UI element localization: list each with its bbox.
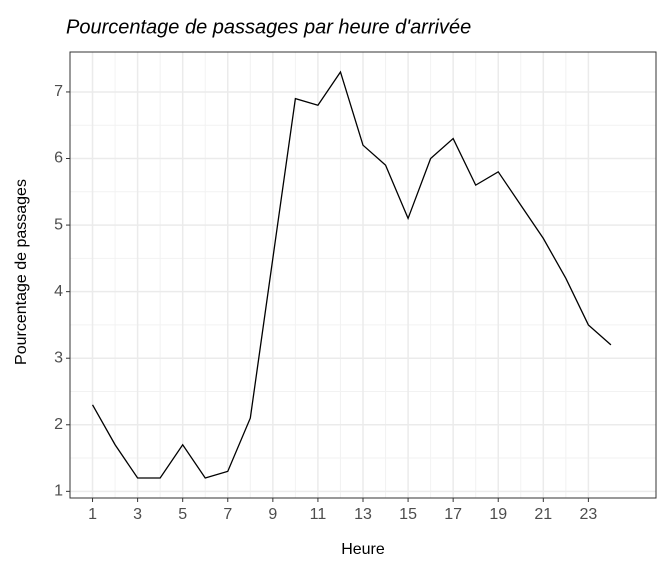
- chart-title: Pourcentage de passages par heure d'arri…: [66, 16, 471, 38]
- x-tick-label: 5: [178, 506, 187, 523]
- x-tick-label: 13: [354, 506, 372, 523]
- y-tick-label: 7: [54, 83, 63, 100]
- data-line: [91, 70, 612, 479]
- x-tick-label: 1: [88, 506, 97, 523]
- y-tick-label: 6: [54, 150, 63, 167]
- x-axis-title: Heure: [341, 541, 385, 558]
- x-tick-label: 17: [444, 506, 462, 523]
- panel-border: [69, 51, 657, 499]
- y-tick-label: 2: [54, 416, 63, 433]
- y-axis-title: Pourcentage de passages: [13, 179, 30, 365]
- x-tick-label: 23: [579, 506, 597, 523]
- x-tick-label: 15: [399, 506, 417, 523]
- x-tick-label: 11: [310, 506, 327, 523]
- x-tick-label: 7: [223, 506, 232, 523]
- x-tick-label: 9: [268, 506, 277, 523]
- x-tick-label: 19: [489, 506, 507, 523]
- x-tick-label: 21: [534, 506, 552, 523]
- y-tick-label: 1: [54, 483, 63, 500]
- y-tick-label: 3: [54, 349, 63, 366]
- x-tick-label: 3: [133, 506, 142, 523]
- y-tick-label: 4: [54, 283, 63, 300]
- y-tick-label: 5: [54, 216, 63, 233]
